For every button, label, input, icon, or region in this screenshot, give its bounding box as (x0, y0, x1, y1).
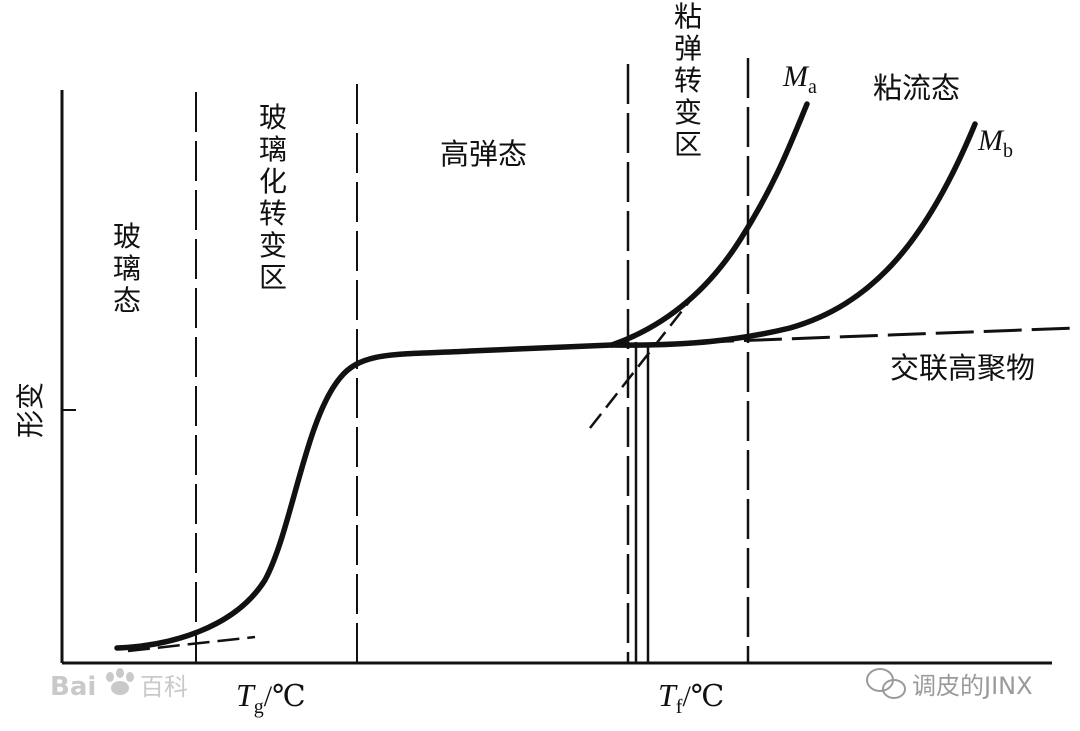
label-glassy: 玻璃态 (113, 220, 141, 317)
label-mb: Mb (977, 124, 1013, 162)
curve-common (114, 342, 615, 651)
paw-icon (106, 668, 134, 695)
label-crosslinked: 交联高聚物 (890, 351, 1035, 385)
baidu-watermark: Bai 百科 (50, 668, 188, 702)
curve-ma (609, 101, 810, 348)
tangent-flow (589, 287, 701, 429)
tangent-low (127, 635, 256, 653)
svg-text:Bai: Bai (50, 672, 96, 702)
label-viscoelastic-transition: 粘弹转变区 (674, 0, 702, 161)
label-viscous-flow: 粘流态 (873, 71, 960, 105)
y-axis-label: 形变 (14, 382, 47, 438)
label-ma: Ma (782, 60, 817, 98)
tick-tf: Tf/℃ (658, 677, 724, 718)
label-rubbery: 高弹态 (440, 137, 527, 171)
tick-tg: Tg/℃ (236, 677, 306, 718)
wechat-icon (866, 668, 906, 699)
curve-mb (609, 121, 978, 348)
label-glass-transition: 玻璃化转变区 (259, 101, 287, 294)
wechat-watermark: 调皮的JINX (866, 668, 1033, 700)
svg-text:百科: 百科 (140, 673, 188, 701)
svg-text:调皮的JINX: 调皮的JINX (912, 672, 1033, 700)
